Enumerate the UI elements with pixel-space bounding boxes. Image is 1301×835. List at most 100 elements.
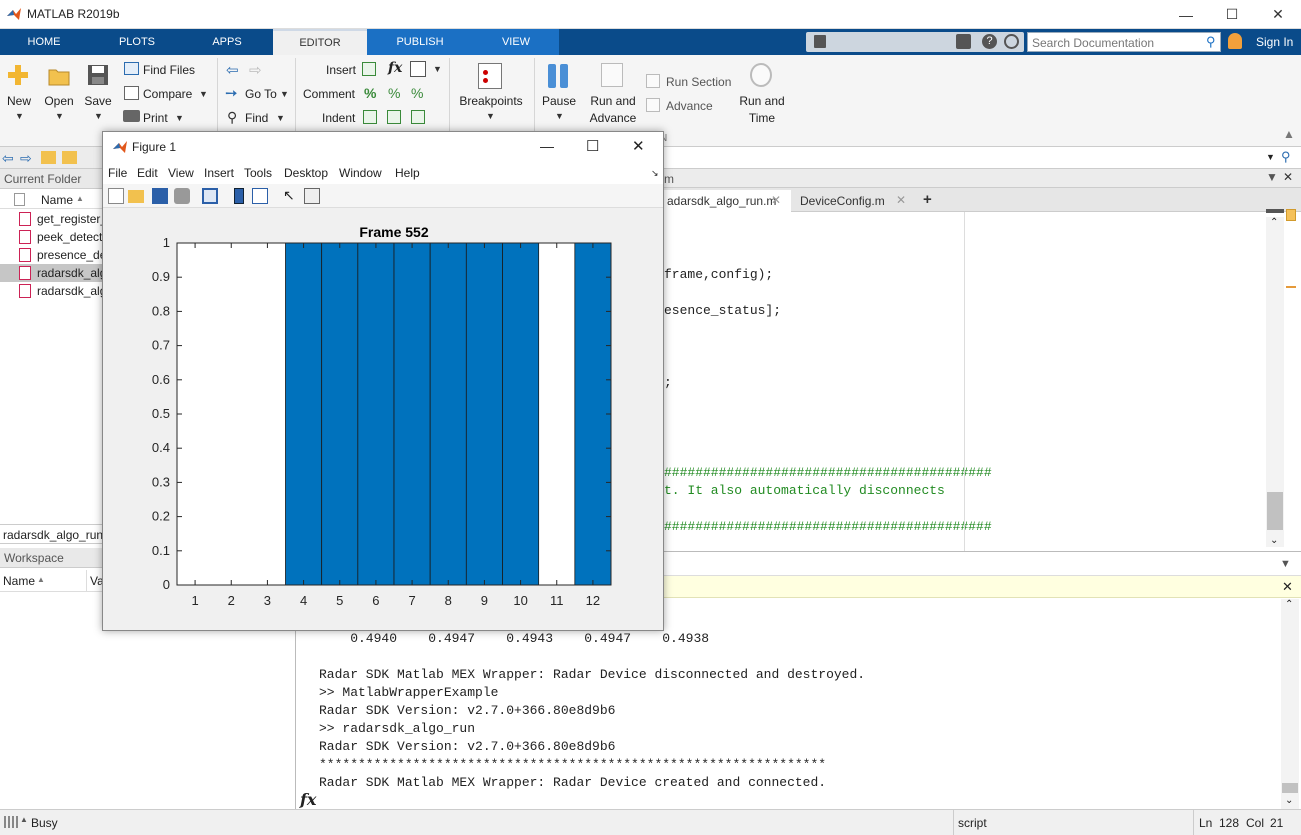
save-icon[interactable] bbox=[814, 35, 826, 48]
menu-edit[interactable]: Edit bbox=[137, 166, 158, 180]
workspace-name-column[interactable]: Name bbox=[3, 574, 36, 588]
layout-icon[interactable] bbox=[956, 34, 971, 49]
breakpoints-button[interactable]: Breakpoints bbox=[459, 94, 523, 108]
go-to-dropdown-caret[interactable]: ▼ bbox=[280, 89, 289, 99]
find-files-button[interactable]: Find Files bbox=[143, 63, 196, 77]
figure-window[interactable]: Figure 1 — ☐ ✕ File Edit View Insert Too… bbox=[102, 131, 664, 631]
close-info-bar-icon[interactable]: ✕ bbox=[1282, 579, 1293, 594]
insert-colorbar-icon[interactable] bbox=[234, 188, 244, 204]
notification-bell-icon[interactable] bbox=[1228, 33, 1242, 49]
smart-indent-icon[interactable] bbox=[363, 110, 377, 124]
go-to-button[interactable]: Go To bbox=[245, 87, 277, 101]
increase-indent-icon[interactable] bbox=[387, 110, 401, 124]
menu-window[interactable]: Window bbox=[339, 166, 382, 180]
save-button[interactable] bbox=[87, 64, 109, 89]
workspace-value-column[interactable]: Va bbox=[90, 574, 104, 588]
insert-snippet-icon[interactable] bbox=[410, 61, 426, 77]
find-dropdown-caret[interactable]: ▼ bbox=[276, 113, 285, 123]
panel-options-icon[interactable]: ▼ bbox=[1266, 170, 1278, 184]
insert-dropdown-caret[interactable]: ▼ bbox=[433, 64, 442, 74]
scroll-down-icon[interactable]: ⌄ bbox=[1285, 795, 1294, 806]
menu-desktop[interactable]: Desktop bbox=[284, 166, 329, 180]
wrap-comment-icon[interactable]: % bbox=[411, 85, 424, 101]
decrease-indent-icon[interactable] bbox=[411, 110, 425, 124]
open-file-icon[interactable] bbox=[128, 190, 144, 203]
pause-button[interactable]: Pause bbox=[541, 94, 577, 108]
menu-file[interactable]: File bbox=[108, 166, 128, 180]
compare-button[interactable]: Compare bbox=[143, 87, 193, 101]
run-section-button[interactable]: Run Section bbox=[666, 75, 732, 89]
new-figure-icon[interactable] bbox=[108, 188, 124, 204]
comment-line[interactable]: ########################################… bbox=[664, 519, 992, 534]
warning-marker[interactable] bbox=[1286, 286, 1296, 288]
find-button[interactable]: Find bbox=[245, 111, 269, 125]
new-button[interactable] bbox=[6, 63, 34, 90]
sign-in-link[interactable]: Sign In bbox=[1256, 35, 1294, 49]
tab-view[interactable]: VIEW bbox=[473, 29, 559, 55]
search-icon[interactable]: ⚲ bbox=[1206, 34, 1216, 49]
forward-arrow-icon[interactable]: ⇨ bbox=[249, 62, 262, 79]
maximize-button[interactable]: ☐ bbox=[1225, 6, 1239, 22]
edit-plot-arrow-icon[interactable]: ↖ bbox=[283, 187, 295, 203]
function-prompt-icon[interactable]: fx bbox=[300, 790, 317, 809]
new-dropdown-caret[interactable]: ▼ bbox=[15, 111, 24, 121]
comment-line[interactable]: t. It also automatically disconnects bbox=[664, 483, 945, 498]
compare-dropdown-caret[interactable]: ▼ bbox=[199, 89, 208, 99]
pause-dropdown-caret[interactable]: ▼ bbox=[555, 111, 564, 121]
scrollbar-thumb[interactable] bbox=[1267, 492, 1283, 530]
bar-chart[interactable]: 00.10.20.30.40.50.60.70.80.911 2 3 4 5 6 7 8 9 10… bbox=[103, 208, 663, 630]
scroll-up-icon[interactable]: ⌃ bbox=[1270, 217, 1279, 228]
back-arrow-icon[interactable]: ⇦ bbox=[2, 150, 14, 166]
insert-section-icon[interactable] bbox=[362, 62, 376, 76]
property-inspector-icon[interactable] bbox=[304, 188, 320, 204]
code-line[interactable]: ; bbox=[664, 375, 672, 390]
close-button[interactable]: ✕ bbox=[1272, 6, 1284, 22]
forward-arrow-icon[interactable]: ⇨ bbox=[20, 150, 32, 166]
open-dropdown-caret[interactable]: ▼ bbox=[55, 111, 64, 121]
close-tab-icon[interactable]: ✕ bbox=[771, 193, 782, 207]
column-divider[interactable] bbox=[86, 570, 87, 592]
close-panel-icon[interactable]: ✕ bbox=[1283, 170, 1294, 184]
name-column-header[interactable]: Name bbox=[41, 193, 74, 207]
expand-status-icon[interactable]: ▲ bbox=[20, 815, 28, 824]
address-dropdown-caret[interactable]: ▼ bbox=[1266, 152, 1275, 162]
search-folder-icon[interactable]: ⚲ bbox=[1281, 149, 1291, 164]
menu-insert[interactable]: Insert bbox=[204, 166, 235, 180]
menu-tools[interactable]: Tools bbox=[244, 166, 273, 180]
file-list-item[interactable]: presence_de bbox=[0, 246, 296, 264]
menu-help[interactable]: Help bbox=[395, 166, 420, 180]
figure-title-bar[interactable]: Figure 1 — ☐ ✕ bbox=[103, 132, 663, 162]
figure-maximize-button[interactable]: ☐ bbox=[586, 138, 600, 155]
scroll-down-icon[interactable]: ⌄ bbox=[1270, 535, 1279, 546]
close-tab-icon[interactable]: ✕ bbox=[896, 193, 907, 207]
run-and-time-label-2[interactable]: Time bbox=[748, 111, 776, 125]
file-list-item[interactable]: peek_detecti bbox=[0, 228, 296, 246]
comment-percent-icon[interactable]: % bbox=[364, 85, 377, 101]
print-button[interactable]: Print bbox=[143, 111, 168, 125]
scroll-up-icon[interactable]: ⌃ bbox=[1285, 599, 1294, 610]
print-figure-icon[interactable] bbox=[174, 188, 190, 204]
figure-minimize-button[interactable]: — bbox=[540, 138, 554, 154]
minimize-button[interactable]: — bbox=[1179, 6, 1193, 23]
collapse-ribbon-icon[interactable]: ▲ bbox=[1283, 127, 1295, 141]
panel-options-icon[interactable]: ▼ bbox=[1280, 558, 1291, 570]
link-plot-icon[interactable] bbox=[202, 188, 218, 204]
open-button[interactable] bbox=[47, 65, 71, 90]
run-and-time-label-1[interactable]: Run and bbox=[739, 94, 785, 108]
code-line[interactable]: esence_status]; bbox=[664, 303, 782, 318]
editor-vertical-scrollbar[interactable]: ⌃ ⌄ bbox=[1266, 217, 1284, 547]
tab-home[interactable]: HOME bbox=[27, 36, 61, 48]
breakpoints-dropdown-caret[interactable]: ▼ bbox=[486, 111, 495, 121]
command-vertical-scrollbar[interactable]: ⌃ ⌄ bbox=[1281, 599, 1299, 809]
figure-close-button[interactable]: ✕ bbox=[632, 138, 645, 155]
search-documentation-input[interactable]: Search Documentation bbox=[1027, 32, 1221, 52]
dock-figure-icon[interactable]: ↘ bbox=[651, 168, 659, 178]
tab-plots[interactable]: PLOTS bbox=[118, 36, 156, 48]
save-figure-icon[interactable] bbox=[152, 188, 168, 204]
help-icon[interactable]: ? bbox=[982, 34, 997, 49]
file-list-item[interactable]: get_register_ bbox=[0, 210, 296, 228]
print-dropdown-caret[interactable]: ▼ bbox=[175, 113, 184, 123]
editor-tab[interactable]: DeviceConfig.m ✕ bbox=[792, 190, 916, 212]
code-analyzer-indicator[interactable] bbox=[1286, 209, 1296, 221]
insert-legend-icon[interactable] bbox=[252, 188, 268, 204]
